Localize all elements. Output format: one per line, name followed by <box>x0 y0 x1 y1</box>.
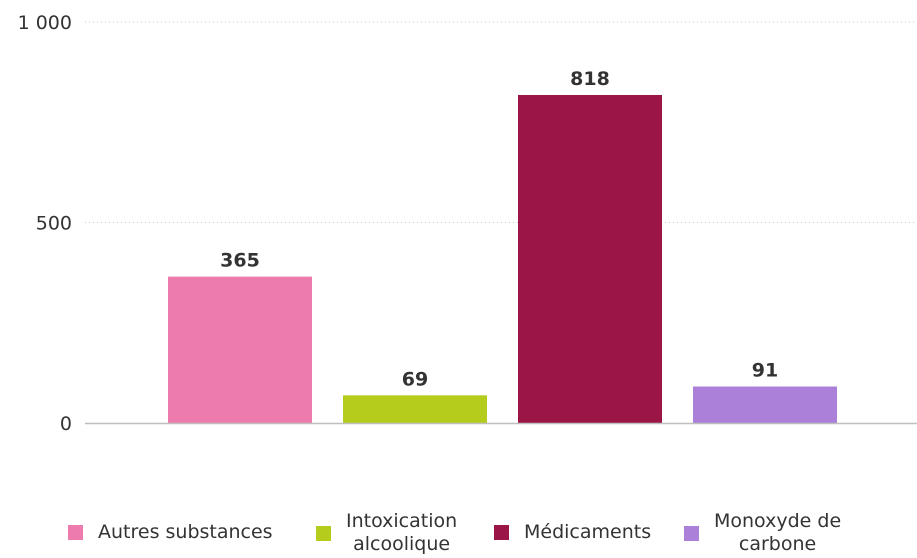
y-tick-label: 0 <box>60 413 72 435</box>
legend-swatch <box>684 525 699 541</box>
data-label: 91 <box>752 360 778 382</box>
y-tick-label: 500 <box>36 213 72 235</box>
legend-label-line: Monoxyde de <box>714 510 842 532</box>
bar <box>518 94 662 424</box>
legend-label-line: Intoxication <box>346 510 458 532</box>
legend-label-line: carbone <box>738 533 817 555</box>
legend-label: Médicaments <box>524 521 652 543</box>
legend-item-intoxication-alcoolique: Intoxication alcoolique <box>316 510 457 556</box>
legend-swatch <box>316 525 331 541</box>
legend-label-line: alcoolique <box>353 533 451 555</box>
y-tick-label: 1 000 <box>18 12 72 34</box>
legend: Autres substances Intoxication alcooliqu… <box>0 508 917 558</box>
bar-chart: 0 500 1 000 365 69 818 91 <box>18 12 917 435</box>
legend-item-autres-substances: Autres substances <box>68 521 273 544</box>
legend-swatch <box>68 525 83 540</box>
bar <box>168 276 312 423</box>
bar <box>693 386 837 423</box>
legend-item-monoxyde-de-carbone: Monoxyde de carbone <box>684 510 841 556</box>
legend-label: Monoxyde de carbone <box>714 510 841 556</box>
data-label: 69 <box>402 368 428 390</box>
legend-label: Intoxication alcoolique <box>346 510 457 556</box>
legend-item-medicaments: Médicaments <box>494 521 651 544</box>
data-label: 365 <box>220 250 260 272</box>
data-label: 818 <box>570 68 610 90</box>
legend-swatch <box>494 525 509 540</box>
legend-label: Autres substances <box>98 521 273 543</box>
bar <box>343 395 487 423</box>
